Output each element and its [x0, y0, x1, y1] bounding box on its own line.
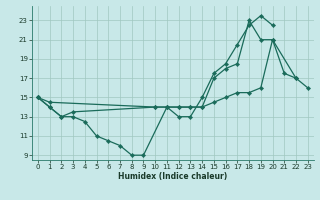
- X-axis label: Humidex (Indice chaleur): Humidex (Indice chaleur): [118, 172, 228, 181]
